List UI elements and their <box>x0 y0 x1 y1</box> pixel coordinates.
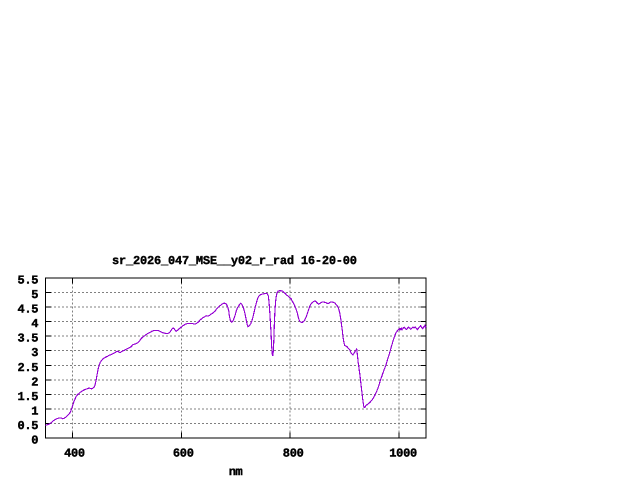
svg-text:600: 600 <box>173 447 194 461</box>
svg-text:0: 0 <box>31 434 38 448</box>
svg-text:3: 3 <box>31 346 38 360</box>
svg-text:sr_2026_047_MSE__y02_r_rad 16-: sr_2026_047_MSE__y02_r_rad 16-20-00 <box>112 254 357 268</box>
svg-text:4.5: 4.5 <box>18 303 39 317</box>
svg-text:1: 1 <box>31 404 38 418</box>
svg-text:5: 5 <box>31 288 38 302</box>
svg-text:nm: nm <box>229 465 243 479</box>
svg-text:2.5: 2.5 <box>18 361 39 375</box>
svg-text:2: 2 <box>31 375 38 389</box>
svg-text:3.5: 3.5 <box>18 332 39 346</box>
svg-text:5.5: 5.5 <box>18 274 39 288</box>
svg-text:800: 800 <box>283 447 304 461</box>
svg-text:0.5: 0.5 <box>18 419 39 433</box>
svg-text:4: 4 <box>31 317 38 331</box>
svg-text:1000: 1000 <box>389 447 417 461</box>
svg-text:400: 400 <box>64 447 85 461</box>
svg-text:1.5: 1.5 <box>18 390 39 404</box>
